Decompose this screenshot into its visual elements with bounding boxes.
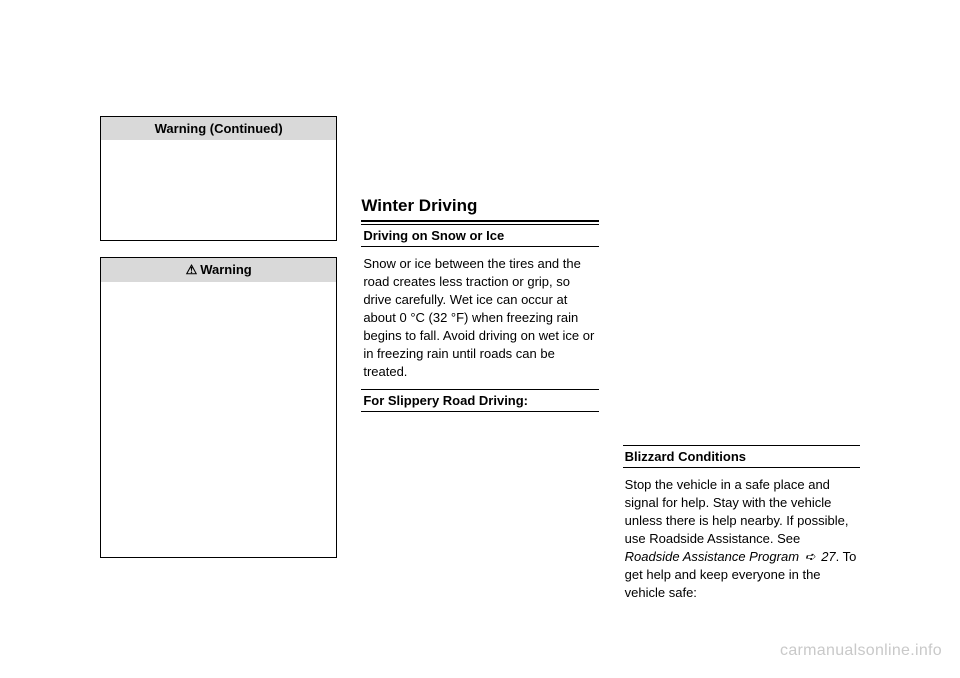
blizzard-text-1: Stop the vehicle in a safe place and sig…	[625, 477, 849, 546]
warning-continued-box: Warning (Continued)	[100, 116, 337, 241]
warning-header-text: Warning	[200, 262, 252, 277]
link-text: Roadside Assistance Program	[625, 549, 799, 564]
subheading-blizzard: Blizzard Conditions	[623, 445, 860, 468]
column-3: Blizzard Conditions Stop the vehicle in …	[623, 100, 860, 610]
link-arrow-icon: ➪	[805, 548, 816, 566]
spacer	[100, 247, 337, 257]
warning-box: ⚠Warning	[100, 257, 337, 558]
blizzard-body: Stop the vehicle in a safe place and sig…	[623, 474, 860, 610]
subheading-snow-ice: Driving on Snow or Ice	[361, 224, 598, 247]
column-1: Warning (Continued) ⚠Warning	[100, 100, 337, 610]
spacer	[361, 100, 598, 194]
page: Warning (Continued) ⚠Warning Winter Driv…	[0, 0, 960, 670]
warning-continued-header: Warning (Continued)	[101, 117, 336, 140]
column-2: Winter Driving Driving on Snow or Ice Sn…	[361, 100, 598, 610]
section-heading-winter-driving: Winter Driving	[361, 194, 598, 222]
warning-icon: ⚠	[186, 262, 198, 278]
spacer	[623, 100, 860, 445]
watermark: carmanualsonline.info	[780, 642, 942, 660]
warning-body	[101, 282, 336, 557]
warning-continued-body	[101, 140, 336, 240]
warning-header-row: ⚠Warning	[101, 258, 336, 282]
link-page: 27	[821, 549, 835, 564]
snow-ice-body: Snow or ice between the tires and the ro…	[361, 253, 598, 389]
roadside-assistance-link[interactable]: Roadside Assistance Program ➪ 27	[625, 549, 836, 564]
spacer	[100, 100, 337, 116]
subheading-slippery: For Slippery Road Driving:	[361, 389, 598, 412]
